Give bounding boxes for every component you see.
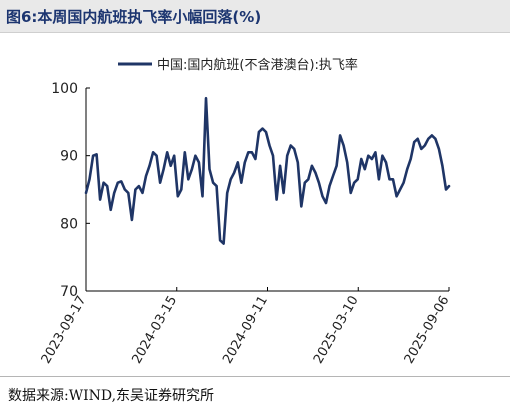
data-source: 数据来源:WIND,东吴证券研究所 (8, 388, 215, 404)
x-tick-label: 2024-03-15 (129, 294, 180, 367)
chart-legend: 中国:国内航班(不含港澳台):执飞率 (118, 57, 358, 73)
y-tick-label: 90 (60, 149, 78, 165)
y-tick-label: 70 (60, 284, 78, 300)
y-axis-ticks: 70 80 90 100 (51, 81, 90, 300)
y-tick-label: 100 (51, 81, 78, 97)
x-tick-label: 2025-03-10 (311, 294, 362, 367)
figure-title-bar: 图6:本周国内航班执飞率小幅回落(%) (0, 0, 510, 33)
series-line-0 (84, 96, 451, 245)
legend-label: 中国:国内航班(不含港澳台):执飞率 (157, 57, 358, 73)
y-tick-label: 80 (60, 216, 78, 232)
x-axis-ticks: 2023-09-17 2024-03-15 2024-09-11 2025-03-10… (39, 287, 453, 367)
x-tick-label: 2025-09-06 (402, 294, 453, 367)
x-tick-label: 2023-09-17 (39, 294, 90, 367)
line-chart: 中国:国内航班(不含港澳台):执飞率 70 80 90 100 2023-09-17 2… (0, 34, 510, 372)
figure-title: 图6:本周国内航班执飞率小幅回落(%) (6, 8, 262, 26)
footer-divider (0, 376, 510, 377)
x-tick-label: 2024-09-11 (220, 294, 271, 367)
plot-area (84, 96, 451, 245)
